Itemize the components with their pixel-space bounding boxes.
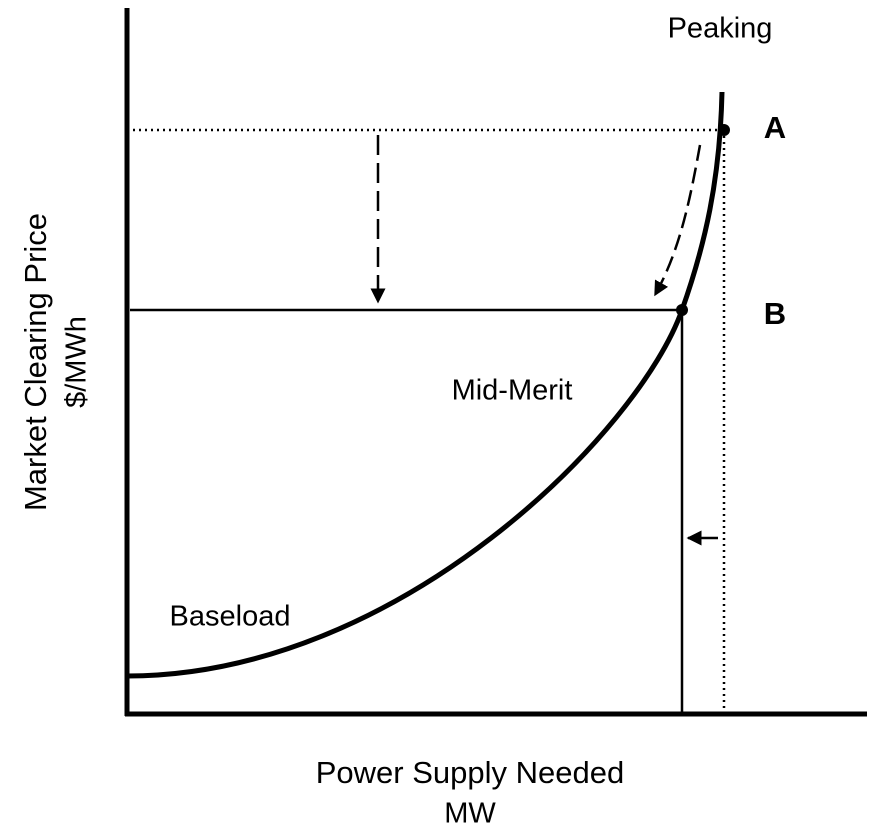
point-b-label: B (764, 296, 786, 331)
x-axis-unit: MW (444, 798, 496, 830)
y-axis-title: Market Clearing Price (18, 213, 53, 511)
point-a (718, 124, 730, 136)
point-a-label: A (764, 110, 786, 145)
supply-curve (126, 91, 725, 679)
y-axis-unit: $/MWh (61, 316, 93, 408)
peaking-label: Peaking (668, 13, 773, 45)
x-axis-title: Power Supply Needed (316, 755, 624, 790)
curve-move-arrow (653, 144, 702, 297)
baseload-label: Baseload (170, 601, 291, 633)
mid-merit-label: Mid-Merit (452, 375, 573, 407)
point-b (676, 304, 688, 316)
